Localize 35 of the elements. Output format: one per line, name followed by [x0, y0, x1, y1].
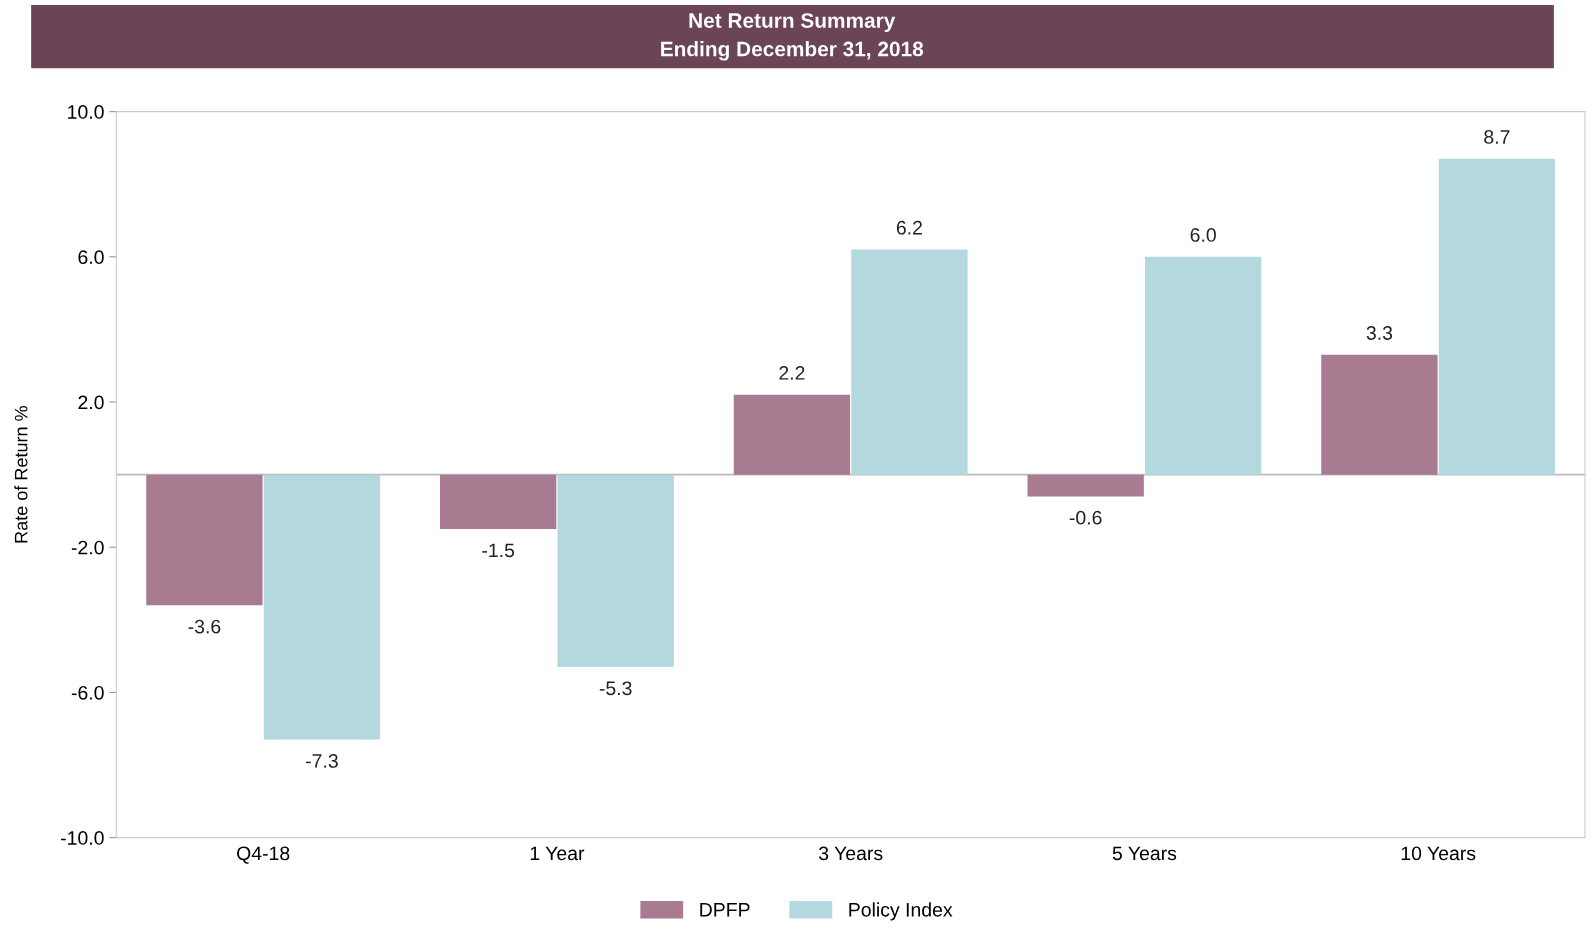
y-tick-label: -10.0 [61, 831, 104, 845]
y-tick-label: -6.0 [71, 685, 104, 700]
data-label: 8.7 [1484, 130, 1510, 144]
data-label: -5.3 [599, 681, 632, 696]
data-label: 6.0 [1190, 228, 1216, 242]
data-label: -3.6 [188, 619, 221, 634]
bar [851, 249, 968, 475]
y-tick-label: -2.0 [71, 540, 104, 555]
chart-title: Net Return Summary Ending December 31, 2018 [661, 13, 924, 61]
data-label: -7.3 [306, 754, 338, 768]
bar [733, 394, 851, 475]
bar [557, 474, 674, 668]
data-label: 2.2 [779, 366, 805, 380]
y-tick-label: 10.0 [68, 105, 104, 119]
data-label: -0.6 [1069, 510, 1102, 525]
bar [1027, 474, 1144, 497]
data-label: 6.2 [896, 220, 922, 235]
legend-label: Policy Index [849, 902, 953, 921]
x-tick-label: 10 Years [1401, 846, 1476, 861]
y-tick-label: 6.0 [78, 250, 104, 265]
data-label: -1.5 [482, 543, 515, 558]
legend-label: DPFP [700, 903, 750, 917]
x-tick-label: Q4-18 [237, 846, 290, 864]
bar [440, 474, 557, 530]
bar [1145, 256, 1262, 475]
y-tick-label: 2.0 [78, 395, 104, 410]
bar [1321, 354, 1438, 475]
bar [1438, 158, 1556, 475]
data-label: 3.3 [1366, 326, 1393, 340]
y-axis-title: Rate of Return % [14, 406, 28, 543]
bar [146, 474, 263, 606]
bar [263, 474, 381, 740]
x-tick-label: 5 Years [1112, 846, 1177, 861]
x-tick-label: 3 Years [818, 846, 883, 861]
x-tick-label: 1 Year [530, 846, 585, 861]
